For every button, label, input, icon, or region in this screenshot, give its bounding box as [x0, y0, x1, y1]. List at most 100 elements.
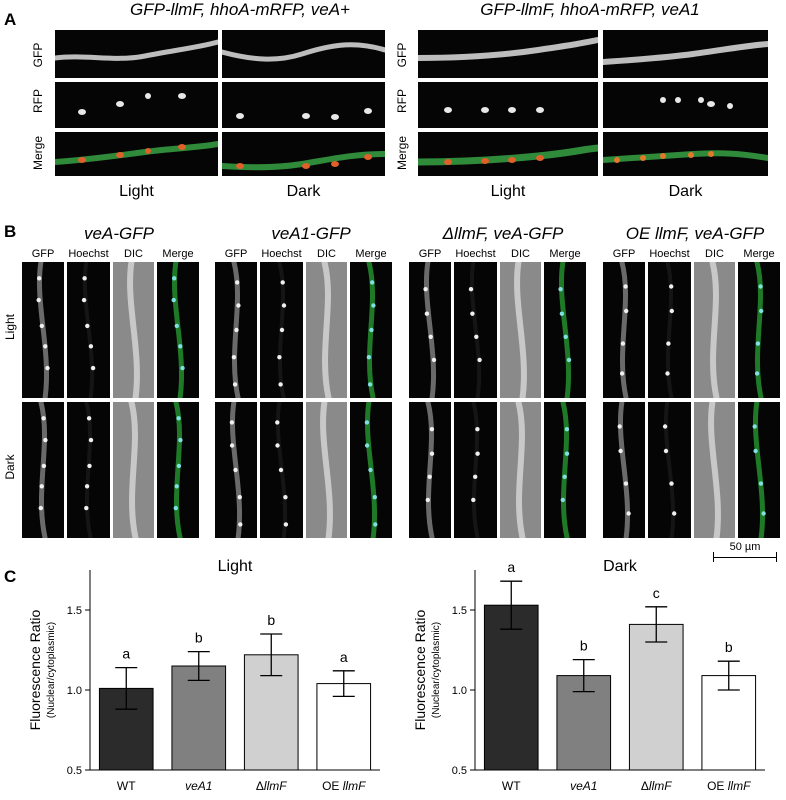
significance-letter: b	[267, 612, 275, 628]
micrograph-a-veaplus-light-rfp	[55, 82, 218, 128]
panel-b-row-label-dark: Dark	[3, 454, 17, 480]
y-tick-label: 1.0	[452, 685, 467, 697]
micrograph-b-1-gfp-light	[22, 262, 64, 398]
micrograph-b-4-hoechst-dark	[648, 402, 691, 538]
micrograph-b-4-merge-light	[738, 262, 780, 398]
micrograph-b-3-merge-light	[544, 262, 586, 398]
channel-label-hoechst: Hoechst	[455, 248, 496, 260]
panel-a-condition-light-2: Light	[490, 183, 526, 200]
panel-b-strain-2: veA1-GFP	[271, 224, 351, 243]
micrograph-b-4-dic-light	[694, 262, 735, 398]
channel-label-merge: Merge	[355, 248, 387, 260]
micrograph-b-1-merge-light	[157, 262, 199, 398]
bar-2	[171, 665, 227, 771]
panel-a-genotype-1: GFP-llmF, hhoA-mRFP, veA+	[130, 0, 350, 19]
x-tick-label: WT	[502, 779, 521, 793]
significance-letter: b	[725, 639, 733, 655]
micrograph-a-vea1-light-gfp	[418, 30, 598, 78]
channel-label-gfp: GFP	[31, 248, 55, 260]
channel-label-dic: DIC	[124, 248, 143, 260]
bar-4	[701, 675, 757, 771]
y-axis-label: Fluorescence Ratio	[27, 609, 43, 730]
significance-letter: b	[580, 638, 588, 654]
bar-chart-1: Light Fluorescence Ratio (Nuclear/cytoplas…	[27, 558, 380, 793]
micrograph-b-4-dic-dark	[694, 402, 735, 538]
y-axis-sublabel: (Nuclear/cytoplasmic)	[46, 622, 57, 718]
y-axis-label: Fluorescence Ratio	[412, 609, 428, 730]
micrograph-b-1-hoechst-light	[67, 262, 110, 398]
micrograph-a-vea1-dark-gfp	[603, 30, 768, 78]
y-axis-sublabel: (Nuclear/cytoplasmic)	[431, 622, 442, 718]
micrograph-b-4-gfp-dark	[603, 402, 645, 538]
channel-label-merge: Merge	[549, 248, 581, 260]
bar-chart-2: Dark Fluorescence Ratio (Nuclear/cytoplasm…	[412, 558, 765, 793]
micrograph-b-3-hoechst-light	[454, 262, 497, 398]
micrograph-a-veaplus-dark-gfp	[222, 30, 385, 78]
micrograph-b-4-gfp-light	[603, 262, 645, 398]
x-tick-label: OE llmF	[322, 779, 366, 793]
y-tick-label: 1.0	[67, 685, 82, 697]
significance-letter: a	[507, 559, 515, 575]
micrograph-b-3-dic-dark	[500, 402, 541, 538]
micrograph-b-1-merge-dark	[157, 402, 199, 538]
channel-label-merge: Merge	[743, 248, 775, 260]
micrograph-b-1-dic-light	[113, 262, 154, 398]
micrograph-b-1-gfp-dark	[22, 402, 64, 538]
x-tick-label: veA1	[185, 779, 212, 793]
micrograph-b-1-hoechst-dark	[67, 402, 110, 538]
channel-label-merge: Merge	[162, 248, 194, 260]
panel-b-row-label-light: Light	[3, 313, 17, 341]
scale-bar-tick-left	[713, 552, 714, 562]
scale-bar-label: 50 µm	[729, 541, 761, 553]
x-tick-label: ΔllmF	[641, 779, 672, 793]
micrograph-a-vea1-light-rfp	[418, 82, 598, 128]
micrograph-b-2-hoechst-dark	[260, 402, 303, 538]
micrograph-b-4-merge-dark	[738, 402, 780, 538]
panel-a-row-label-rfp: RFP	[31, 89, 45, 113]
panel-a-row-label-rfp-2: RFP	[395, 89, 409, 113]
micrograph-b-2-gfp-light	[215, 262, 257, 398]
bar-3	[628, 623, 684, 771]
channel-label-hoechst: Hoechst	[261, 248, 302, 260]
micrograph-a-vea1-dark-rfp	[603, 82, 768, 128]
scale-bar	[713, 557, 777, 558]
channel-label-dic: DIC	[317, 248, 336, 260]
x-tick-label: veA1	[570, 779, 597, 793]
panel-b-strain-3: ΔllmF, veA-GFP	[442, 224, 564, 243]
significance-letter: b	[195, 630, 203, 646]
significance-letter: c	[653, 585, 660, 601]
channel-label-gfp: GFP	[612, 248, 636, 260]
micrograph-a-vea1-dark-merge	[603, 132, 768, 176]
micrograph-a-vea1-light-merge	[418, 132, 598, 176]
micrograph-b-3-merge-dark	[544, 402, 586, 538]
micrograph-b-2-hoechst-light	[260, 262, 303, 398]
scale-bar-tick-right	[776, 552, 777, 562]
micrograph-b-2-merge-dark	[350, 402, 392, 538]
micrograph-b-3-dic-light	[500, 262, 541, 398]
micrograph-b-4-hoechst-light	[648, 262, 691, 398]
channel-label-gfp: GFP	[224, 248, 248, 260]
bar-1	[483, 604, 539, 771]
panel-letter-a: A	[4, 10, 17, 29]
chart-title: Light	[218, 558, 253, 575]
channel-label-hoechst: Hoechst	[649, 248, 690, 260]
panel-b-strain-4: OE llmF, veA-GFP	[625, 224, 765, 243]
micrograph-b-1-dic-dark	[113, 402, 154, 538]
micrograph-a-veaplus-dark-merge	[222, 132, 385, 176]
y-tick-label: 0.5	[452, 765, 467, 777]
panel-letter-b: B	[4, 222, 17, 241]
micrograph-b-3-gfp-light	[409, 262, 451, 398]
x-tick-label: OE llmF	[707, 779, 751, 793]
micrograph-a-veaplus-light-merge	[55, 132, 218, 176]
micrograph-b-2-dic-dark	[306, 402, 347, 538]
y-tick-label: 1.5	[452, 605, 467, 617]
micrograph-b-2-gfp-dark	[215, 402, 257, 538]
micrograph-b-3-gfp-dark	[409, 402, 451, 538]
micrograph-a-veaplus-light-gfp	[55, 30, 218, 78]
channel-label-dic: DIC	[511, 248, 530, 260]
panel-b-strain-1: veA-GFP	[84, 224, 154, 243]
micrograph-a-veaplus-dark-rfp	[222, 82, 385, 128]
y-tick-label: 0.5	[67, 765, 82, 777]
panel-a-condition-dark-1: Dark	[286, 183, 321, 200]
